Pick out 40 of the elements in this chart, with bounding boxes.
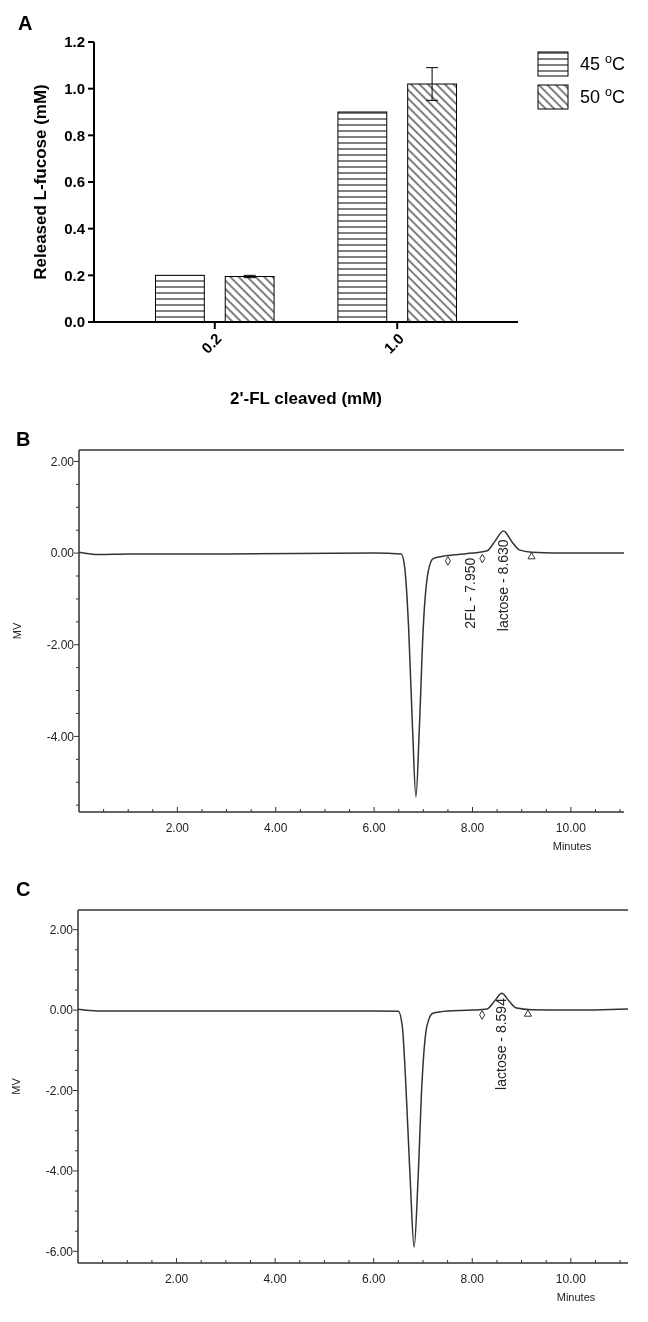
x-tick-label: 6.00 [362,1272,386,1286]
x-axis-title: 2'-FL cleaved (mM) [229,389,383,408]
y-axis-title: MV [11,622,23,640]
annotation: lactose - 8.594 [493,997,510,1090]
x-tick-label: 2.00 [164,1272,189,1286]
x-tick-label: 8.00 [460,821,485,835]
y-tick-label: -6.00 [45,1244,74,1259]
x-tick-label: 4.00 [263,1272,288,1286]
legend-label: 50 $^{o}$C [580,85,626,107]
x-tick-label: 2.00 [165,821,190,835]
y-tick-label: 0.00 [49,1003,74,1018]
y-tick-label: -4.00 [46,729,75,744]
x-axis-title: Minutes [556,1291,596,1303]
y-tick-label: -4.00 [45,1164,74,1179]
x-tick-label: 10.00 [555,1272,587,1286]
annotation: 2FL - 7.950 [461,557,478,629]
chart-title: B [16,428,31,450]
y-tick-label: 0.4 [64,219,86,237]
y-tick-label: 0.2 [64,266,85,284]
y-tick-label: 0.6 [64,173,85,191]
chart-title: C [16,878,31,900]
x-tick-label: 8.00 [460,1272,485,1286]
x-tick-label: 6.00 [362,821,387,835]
y-tick-label: 0.8 [64,126,85,144]
y-tick-label: 2.00 [50,454,75,469]
x-axis-title: Minutes [552,840,592,852]
x-tick-label: 4.00 [264,821,288,835]
y-tick-label: -2.00 [45,1083,74,1098]
y-tick-label: 1.0 [64,79,85,97]
legend-label: 45 $^{o}$C [580,52,626,74]
y-axis-title: MV [10,1077,22,1095]
x-tick-label: 10.00 [555,821,587,835]
y-tick-label: 2.00 [49,922,74,937]
y-tick-label: 1.2 [64,33,85,51]
annotation: lactose - 8.630 [495,539,512,632]
y-tick-label: 0.0 [64,313,85,331]
chart-title: A [18,12,33,34]
y-tick-label: 0.00 [50,546,75,561]
y-axis-title: Released L-fucose (mM) [31,84,50,280]
y-tick-label: -2.00 [46,637,75,652]
